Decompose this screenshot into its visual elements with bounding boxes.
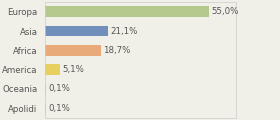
Bar (45, 45, 101, 56)
Bar (45, 2, 236, 118)
Bar (45, 84, 46, 94)
Text: 21,1%: 21,1% (111, 27, 138, 36)
Bar (45, 64, 60, 75)
Text: 55,0%: 55,0% (212, 7, 239, 16)
Text: 0,1%: 0,1% (48, 104, 70, 113)
Bar (45, 6, 209, 17)
Text: 5,1%: 5,1% (63, 65, 85, 74)
Text: 18,7%: 18,7% (103, 46, 131, 55)
Bar (45, 103, 46, 114)
Bar (45, 26, 108, 36)
Text: 0,1%: 0,1% (48, 84, 70, 93)
